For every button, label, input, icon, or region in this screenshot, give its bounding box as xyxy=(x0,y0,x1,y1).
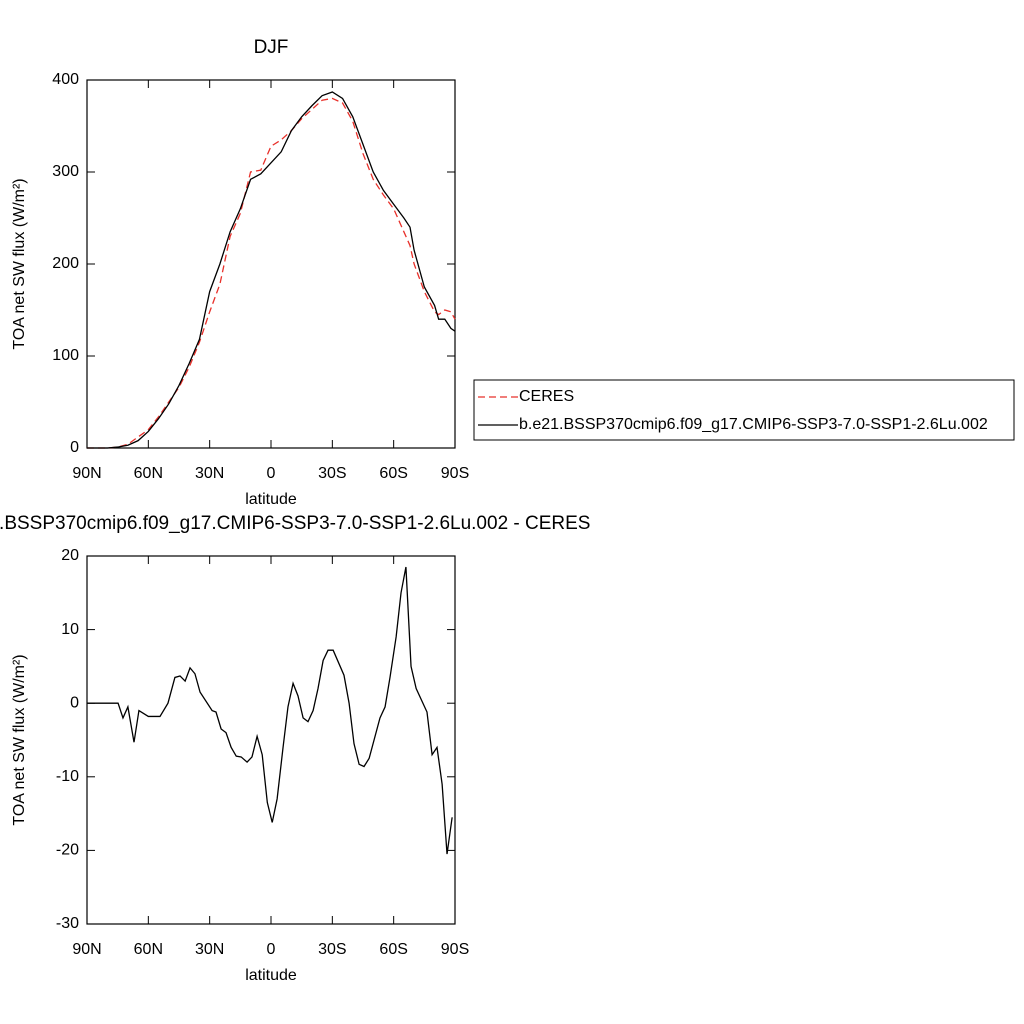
x-tick-label: 60N xyxy=(134,465,163,482)
x-tick-label: 30S xyxy=(318,465,346,482)
plot-frame xyxy=(86,555,456,925)
chart-title: DJF xyxy=(254,37,289,58)
data-line xyxy=(87,91,456,449)
y-axis-label: TOA net SW flux (W/m²) xyxy=(11,178,28,349)
x-tick-label: 90S xyxy=(441,465,469,482)
x-tick-label: 30S xyxy=(318,941,346,958)
y-tick-label: 20 xyxy=(61,547,79,564)
y-tick-label: 0 xyxy=(70,694,79,711)
y-tick-label: 400 xyxy=(52,71,79,88)
chart-title: b.e21.BSSP370cmip6.f09_g17.CMIP6-SSP3-7.… xyxy=(0,513,590,534)
plot-frame xyxy=(86,79,456,449)
legend-label: CERES xyxy=(519,388,574,405)
x-axis-label: latitude xyxy=(245,967,297,984)
x-tick-label: 90N xyxy=(72,465,101,482)
y-tick-label: -30 xyxy=(56,915,79,932)
data-line xyxy=(87,97,456,449)
legend-label: b.e21.BSSP370cmip6.f09_g17.CMIP6-SSP3-7.… xyxy=(519,416,988,433)
x-tick-label: 90N xyxy=(72,941,101,958)
x-tick-label: 0 xyxy=(267,941,276,958)
y-axis-label: TOA net SW flux (W/m²) xyxy=(11,654,28,825)
x-tick-label: 30N xyxy=(195,941,224,958)
y-tick-label: 200 xyxy=(52,255,79,272)
x-tick-label: 0 xyxy=(267,465,276,482)
data-line xyxy=(87,566,453,855)
y-tick-label: -10 xyxy=(56,768,79,785)
y-tick-label: 300 xyxy=(52,163,79,180)
x-tick-label: 30N xyxy=(195,465,224,482)
y-tick-label: 100 xyxy=(52,347,79,364)
y-tick-label: 0 xyxy=(70,439,79,456)
x-tick-label: 60S xyxy=(379,941,407,958)
x-tick-label: 60S xyxy=(379,465,407,482)
x-axis-label: latitude xyxy=(245,491,297,508)
legend-box xyxy=(473,379,1015,441)
x-tick-label: 60N xyxy=(134,941,163,958)
y-tick-label: 10 xyxy=(61,621,79,638)
x-tick-label: 90S xyxy=(441,941,469,958)
y-tick-label: -20 xyxy=(56,842,79,859)
